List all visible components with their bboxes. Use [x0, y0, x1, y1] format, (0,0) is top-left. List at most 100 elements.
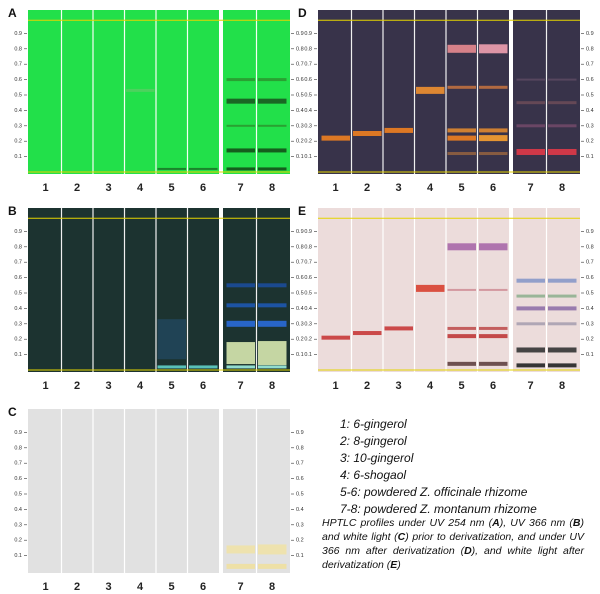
plate-gap — [219, 208, 223, 372]
rf-tick-label: 0.5 — [296, 92, 304, 98]
lane-divider — [445, 10, 447, 174]
rf-tick-label: 0.4 — [304, 306, 312, 312]
band — [516, 322, 545, 326]
band — [258, 283, 287, 288]
rf-tick-label: 0.6 — [14, 476, 22, 482]
rf-tick-label: 0.9 — [304, 229, 312, 235]
rf-tick-label: 0.9 — [14, 229, 22, 235]
rf-tick-label: 0.7 — [304, 260, 312, 266]
band — [447, 85, 476, 89]
band — [258, 341, 287, 366]
band — [384, 127, 413, 133]
rf-tick-label: 0.1 — [14, 154, 22, 160]
lane-label: 2 — [74, 581, 80, 593]
rf-tick-label: 0.1 — [304, 352, 312, 358]
band — [226, 365, 255, 369]
lane-divider — [155, 10, 157, 174]
rf-tick-label: 0.5 — [304, 92, 312, 98]
rf-tick-label: 0.7 — [14, 461, 22, 467]
band — [447, 243, 476, 251]
lane-label: 4 — [137, 581, 144, 593]
lane-label: 3 — [395, 380, 401, 392]
lane-label: 5 — [458, 182, 464, 194]
lane-label: 6 — [200, 182, 206, 194]
lane-divider — [60, 208, 63, 372]
band — [548, 294, 577, 298]
rf-tick-label: 0.1 — [14, 553, 22, 559]
rf-tick-label: 0.3 — [14, 123, 22, 129]
rf-tick-label: 0.1 — [296, 154, 304, 160]
rf-tick-label: 0.5 — [586, 290, 594, 296]
band — [479, 334, 508, 339]
rf-tick-label: 0.9 — [296, 31, 304, 37]
lane-label: 3 — [105, 380, 111, 392]
rf-tick-label: 0.5 — [296, 491, 304, 497]
lane-divider — [60, 409, 63, 573]
caption-text: ) — [397, 559, 401, 571]
band — [548, 148, 577, 155]
rf-tick-label: 0.4 — [586, 108, 594, 114]
caption-text: ) and white light ( — [322, 517, 584, 543]
band — [447, 152, 476, 156]
lane-label: 1 — [42, 182, 48, 194]
rf-tick-label: 0.4 — [14, 108, 22, 114]
rf-tick-label: 0.3 — [296, 321, 304, 327]
rf-tick-label: 0.2 — [586, 337, 594, 343]
rf-tick-label: 0.7 — [586, 62, 594, 68]
lane-divider — [350, 208, 353, 372]
rf-tick-label: 0.6 — [304, 77, 312, 83]
legend-item: 2: 8-gingerol — [340, 434, 407, 448]
lane-label: 1 — [332, 182, 338, 194]
band — [479, 44, 508, 54]
band — [226, 303, 255, 308]
rf-tick-label: 0.5 — [14, 491, 22, 497]
caption-text: ) prior to derivatization, and under UV … — [322, 531, 584, 557]
band — [479, 135, 508, 142]
lane-label: 1 — [42, 581, 48, 593]
rf-tick-label: 0.5 — [586, 92, 594, 98]
lane-divider — [123, 10, 126, 174]
band — [258, 148, 287, 153]
rf-tick-label: 0.3 — [14, 321, 22, 327]
band — [479, 361, 508, 366]
plate-gap — [509, 10, 513, 174]
band — [548, 322, 577, 326]
band — [226, 320, 255, 327]
lane-label: 7 — [237, 380, 243, 392]
band — [353, 331, 382, 336]
lane-divider — [155, 409, 157, 573]
band — [353, 131, 382, 136]
rf-tick-label: 0.2 — [14, 538, 22, 544]
rf-tick-label: 0.8 — [304, 244, 312, 250]
lane-label: 6 — [200, 581, 206, 593]
lane-divider — [476, 10, 479, 174]
legend: 1: 6-gingerol 2: 8-gingerol 3: 10-gingerol… — [340, 416, 537, 518]
rf-tick-label: 0.8 — [586, 244, 594, 250]
rf-tick-label: 0.9 — [296, 229, 304, 235]
lane-divider — [123, 208, 126, 372]
rf-tick-label: 0.8 — [296, 445, 304, 451]
band — [479, 288, 508, 291]
lane-divider — [545, 10, 548, 174]
lane-divider — [123, 409, 126, 573]
caption-panel-ref: B — [572, 517, 581, 529]
band — [548, 101, 577, 105]
band — [258, 167, 287, 171]
rf-tick-label: 0.8 — [14, 244, 22, 250]
band — [226, 167, 255, 171]
rf-tick-label: 0.3 — [304, 123, 312, 129]
lane-divider — [186, 10, 189, 174]
band — [479, 152, 508, 156]
band — [226, 98, 255, 104]
plate-background — [28, 10, 290, 174]
rf-tick-label: 0.1 — [586, 154, 594, 160]
lane-label: 8 — [269, 581, 275, 593]
lane-divider — [186, 409, 189, 573]
rf-tick-label: 0.1 — [304, 154, 312, 160]
lane-label: 8 — [269, 380, 275, 392]
lane-divider — [92, 208, 94, 372]
band — [258, 98, 287, 104]
lane-label: 7 — [237, 182, 243, 194]
tlc-panel: C 0.1 0.1 0.2 0.2 0.3 0.3 0.4 0.4 0.5 0.5 0.6 0.6 0.7… — [8, 405, 304, 593]
lane-divider — [350, 10, 353, 174]
